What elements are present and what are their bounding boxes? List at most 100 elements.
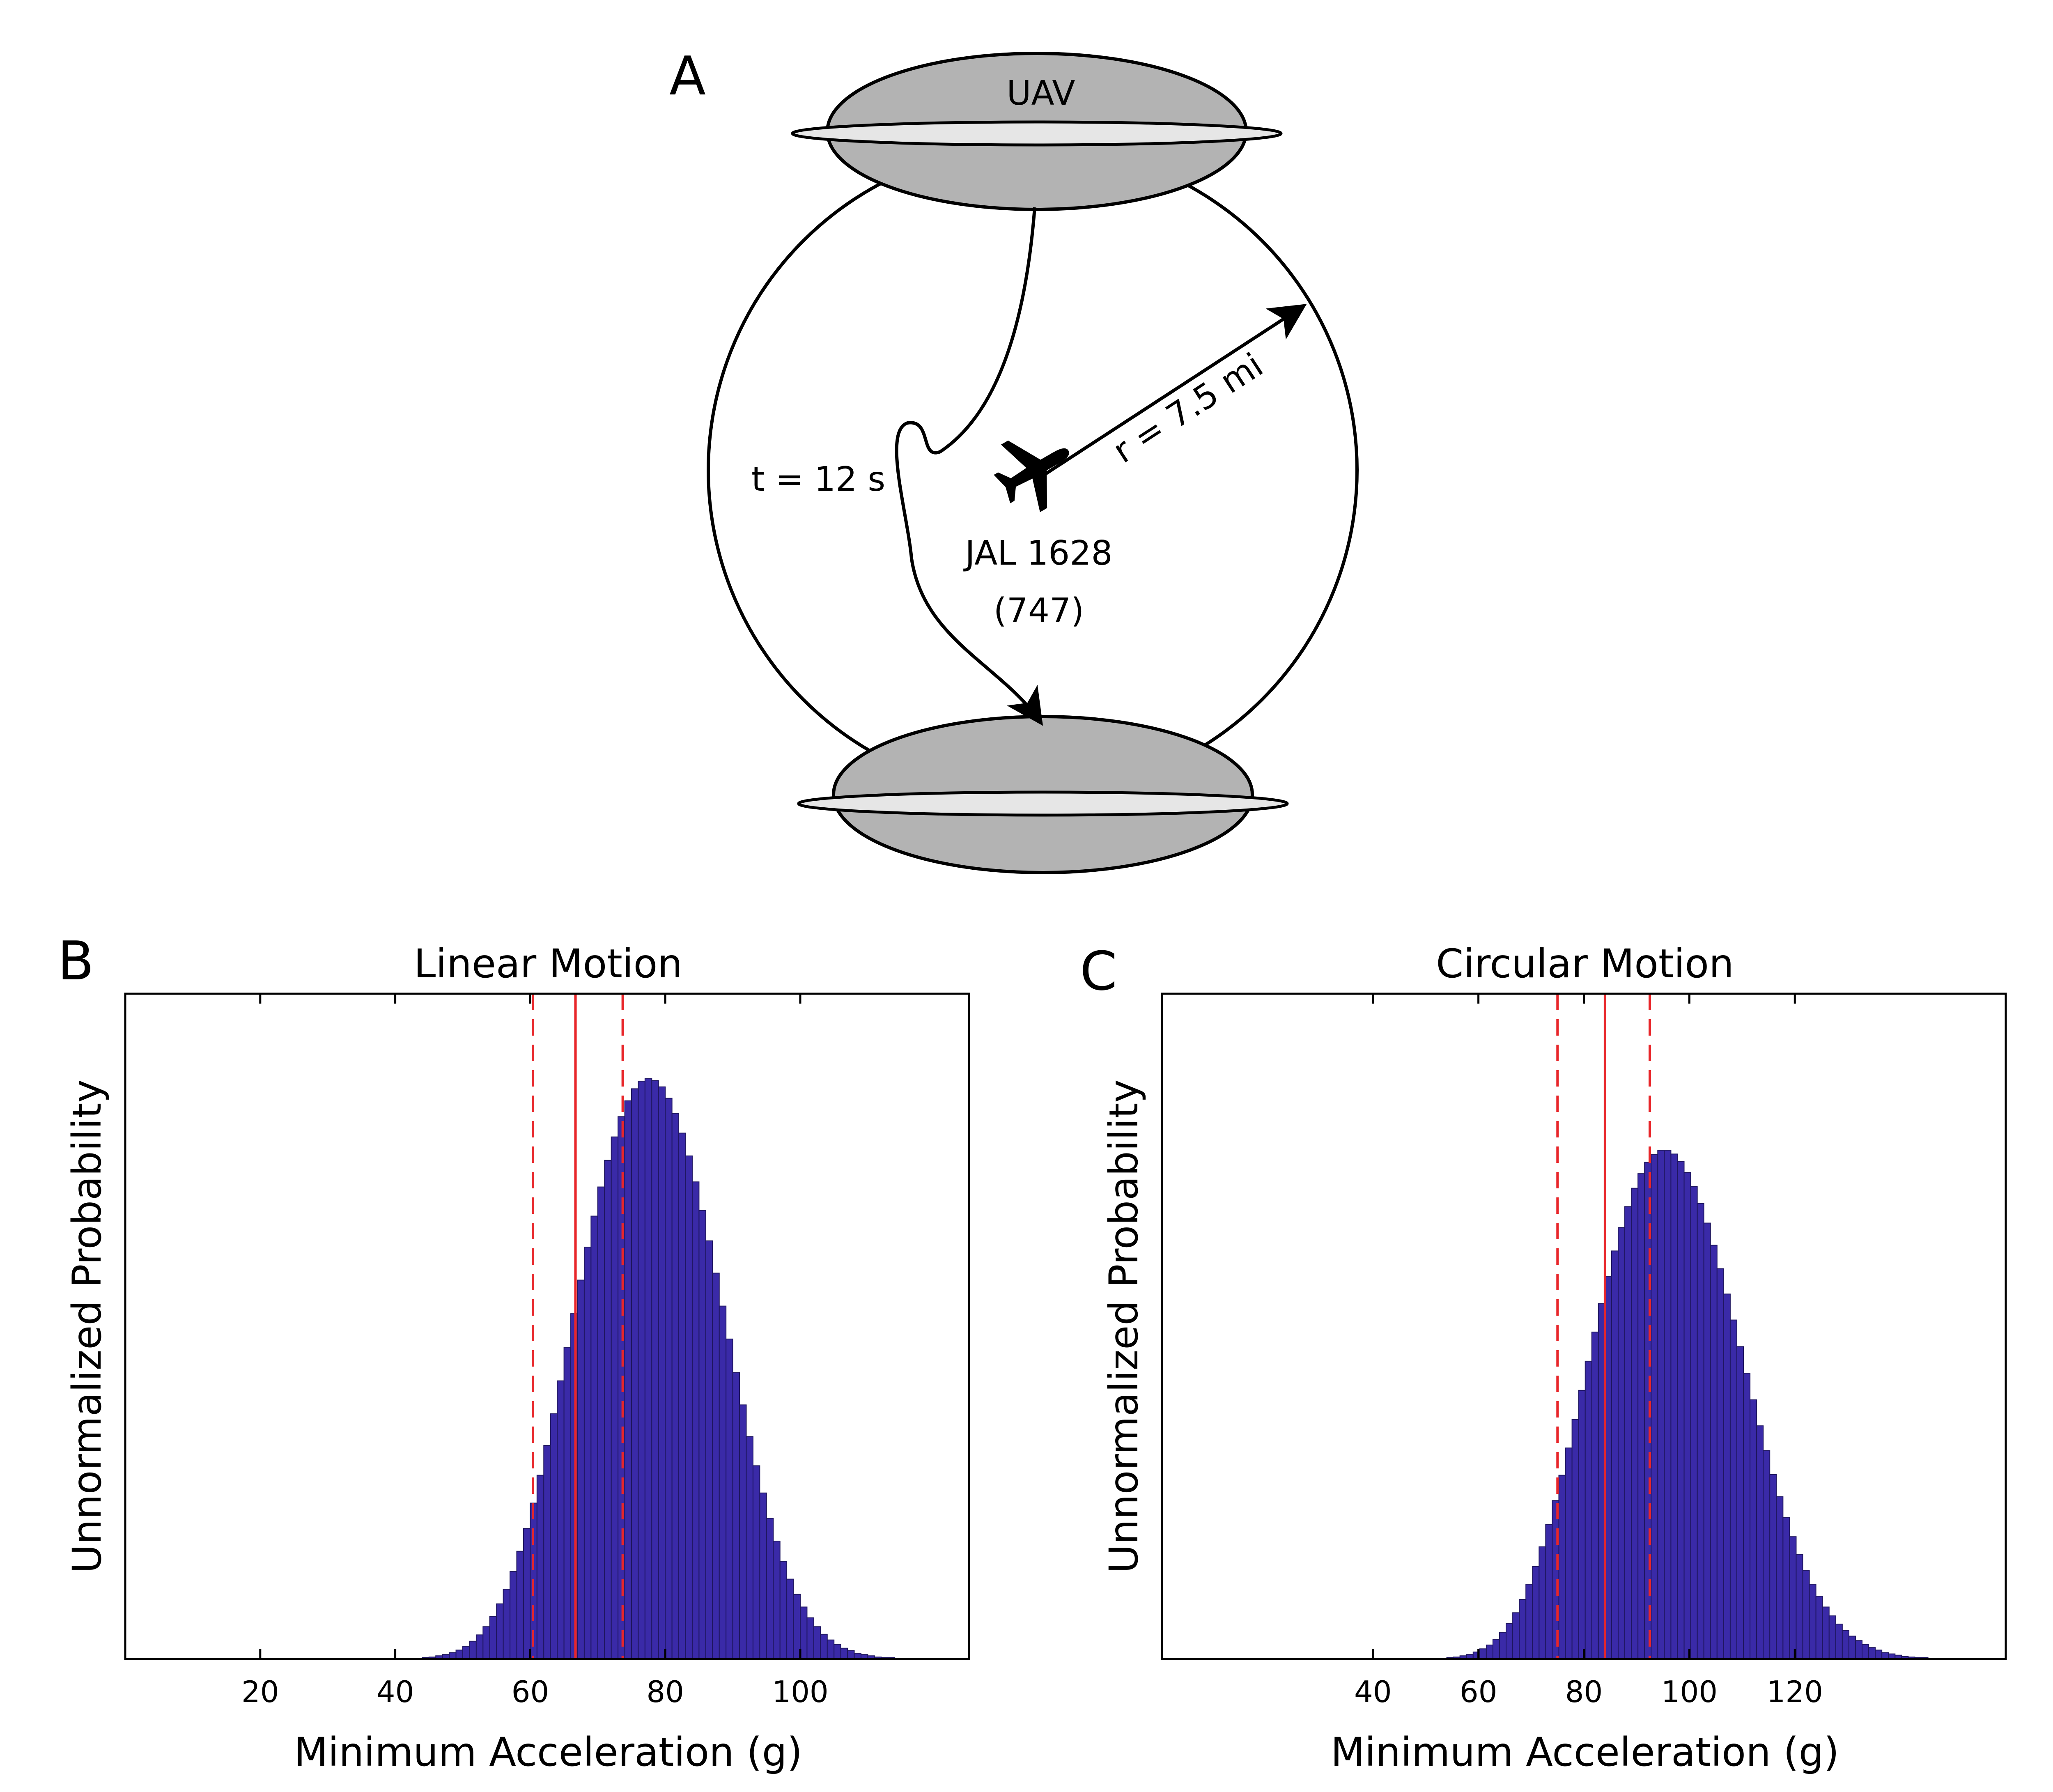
panel-b-histogram-bar	[678, 1133, 686, 1659]
panel-b-histogram-bar	[685, 1155, 693, 1659]
panel-b-tick-label: 60	[512, 1675, 549, 1709]
airplane-icon	[994, 440, 1069, 512]
panel-b-histogram-bar	[482, 1626, 490, 1659]
panel-c-histogram-bar	[1710, 1245, 1718, 1660]
panel-b-histogram-bar	[590, 1215, 598, 1660]
panel-c-chart: C Circular Motion 40 60 80 100 120 Minimum A…	[1080, 940, 2007, 1775]
panel-c-histogram-bar	[1690, 1186, 1698, 1659]
panel-b-histogram-bar	[475, 1634, 484, 1659]
panel-b-histogram-bar	[503, 1589, 511, 1659]
ufo-top-rim	[791, 120, 1283, 147]
panel-c-histogram-bar	[1703, 1222, 1711, 1660]
panel-b-histogram-bar	[651, 1080, 659, 1659]
panel-c-histogram-bar	[1637, 1173, 1645, 1659]
panel-b-histogram-bar	[658, 1086, 666, 1659]
trajectory-path	[895, 207, 1043, 726]
panel-b-histogram-bar	[773, 1541, 781, 1659]
panel-b-histogram-bar	[557, 1380, 565, 1660]
panel-c-histogram-bar	[1796, 1554, 1803, 1659]
panel-c-histogram-bar	[1565, 1447, 1573, 1659]
panel-c-histogram-bar	[1617, 1227, 1626, 1659]
panel-c-histogram-bar	[1664, 1150, 1672, 1659]
panel-c-histogram-bar	[1506, 1623, 1513, 1660]
panel-b-histogram-bar	[739, 1404, 747, 1659]
panel-c-histogram-bar	[1809, 1583, 1816, 1660]
panel-a-letter: A	[669, 45, 706, 107]
panel-b-histogram-bar	[752, 1465, 760, 1659]
panel-b-histogram-bar	[746, 1436, 753, 1659]
panel-b-tick-label: 40	[377, 1675, 414, 1709]
panel-b-histogram-bar	[543, 1445, 551, 1659]
panel-c-histogram-bar	[1571, 1419, 1579, 1660]
panel-c-histogram-bar	[1591, 1331, 1599, 1659]
flight-label: JAL 1628	[963, 534, 1112, 573]
panel-c-histogram-bar	[1855, 1640, 1863, 1659]
panel-b-histogram-bar	[820, 1633, 828, 1660]
panel-c-histogram-bar	[1532, 1566, 1540, 1660]
panel-b-tick-label: 100	[772, 1675, 828, 1709]
panel-b-histogram-bar	[577, 1280, 585, 1659]
panel-b-histogram-bar	[766, 1518, 774, 1659]
panel-c-histogram-bar	[1842, 1630, 1849, 1660]
time-label: t = 12 s	[751, 460, 885, 499]
panel-c-histogram-bar	[1815, 1596, 1823, 1659]
panel-c-histogram-bar	[1782, 1517, 1790, 1659]
panel-c-histogram-bar	[1657, 1150, 1665, 1659]
panel-c-histogram-bar	[1723, 1293, 1731, 1659]
panel-c-histogram-bar	[1512, 1612, 1520, 1659]
panel-b-letter: B	[57, 930, 94, 992]
panel-b-histogram-bar	[523, 1528, 531, 1659]
panel-c-histogram-bar	[1539, 1546, 1546, 1660]
panel-b-histogram-bar	[563, 1346, 572, 1659]
panel-b-histogram-bar	[691, 1181, 700, 1659]
panel-c-histogram-bar	[1802, 1570, 1810, 1659]
ufo-bottom-rim	[797, 790, 1289, 817]
panel-c-histogram-bar	[1492, 1639, 1500, 1659]
panel-b-histogram-bar	[827, 1639, 835, 1660]
panel-c-histogram-bar	[1868, 1647, 1876, 1659]
panel-b-histogram-bar	[583, 1247, 592, 1659]
panel-c-histogram-bar	[1558, 1475, 1566, 1660]
panel-b-histogram-bar	[455, 1650, 464, 1659]
panel-b-axes-box	[124, 992, 970, 1660]
panel-c-histogram-bar	[1743, 1373, 1751, 1659]
panel-c-histogram-bar	[1624, 1206, 1632, 1659]
panel-b-histogram-bar	[631, 1088, 639, 1659]
panel-b-xticks: 20 40 60 80 100	[241, 994, 829, 1709]
panel-c-histogram-bar	[1479, 1648, 1487, 1659]
panel-c-histogram-bar	[1683, 1172, 1691, 1659]
panel-b-histogram-bar	[611, 1136, 619, 1660]
panel-c-histogram-bar	[1486, 1645, 1493, 1659]
panel-c-histogram-bar	[1763, 1450, 1771, 1659]
panel-b-ylabel: Unnormalized Probability	[64, 1080, 110, 1574]
panel-b-histogram-bar	[644, 1078, 652, 1660]
panel-c-tick-label: 120	[1767, 1675, 1823, 1709]
radius-arrow	[1044, 304, 1307, 476]
ufo-top: UAV	[791, 52, 1283, 211]
panel-c-histogram-bar	[1578, 1390, 1586, 1660]
ufo-label: UAV	[1007, 74, 1075, 113]
panel-c-histogram-bar	[1736, 1346, 1744, 1659]
panel-c-histogram-bar	[1862, 1644, 1869, 1660]
panel-c-histogram-bar	[1611, 1250, 1619, 1659]
panel-c-histogram-bar	[1631, 1188, 1639, 1660]
panel-c-histogram-bar	[1776, 1496, 1784, 1659]
panel-c-histogram-bar	[1750, 1399, 1757, 1659]
panel-b-histogram-bar	[705, 1240, 713, 1660]
panel-b-histogram-bar	[671, 1113, 680, 1660]
panel-c-histogram-bar	[1756, 1425, 1764, 1659]
radius-label: r = 7.5 mi	[1106, 346, 1270, 471]
panel-c-histogram-bar	[1519, 1599, 1527, 1659]
panel-c-tick-label: 60	[1460, 1675, 1497, 1709]
panel-b-histogram-bar	[813, 1626, 821, 1659]
panel-b-histogram-bar	[732, 1372, 740, 1660]
panel-b-histogram-bar	[516, 1551, 524, 1660]
panel-b-histogram-bar	[719, 1305, 727, 1660]
panel-b-histogram-bar	[597, 1186, 605, 1660]
panel-b-histogram-bar	[840, 1647, 848, 1660]
panel-b-plot-area	[408, 994, 896, 1660]
panel-c-tick-label: 100	[1661, 1675, 1718, 1709]
panel-c-histogram-bar	[1670, 1153, 1678, 1659]
panel-b-histogram-bar	[847, 1650, 855, 1660]
